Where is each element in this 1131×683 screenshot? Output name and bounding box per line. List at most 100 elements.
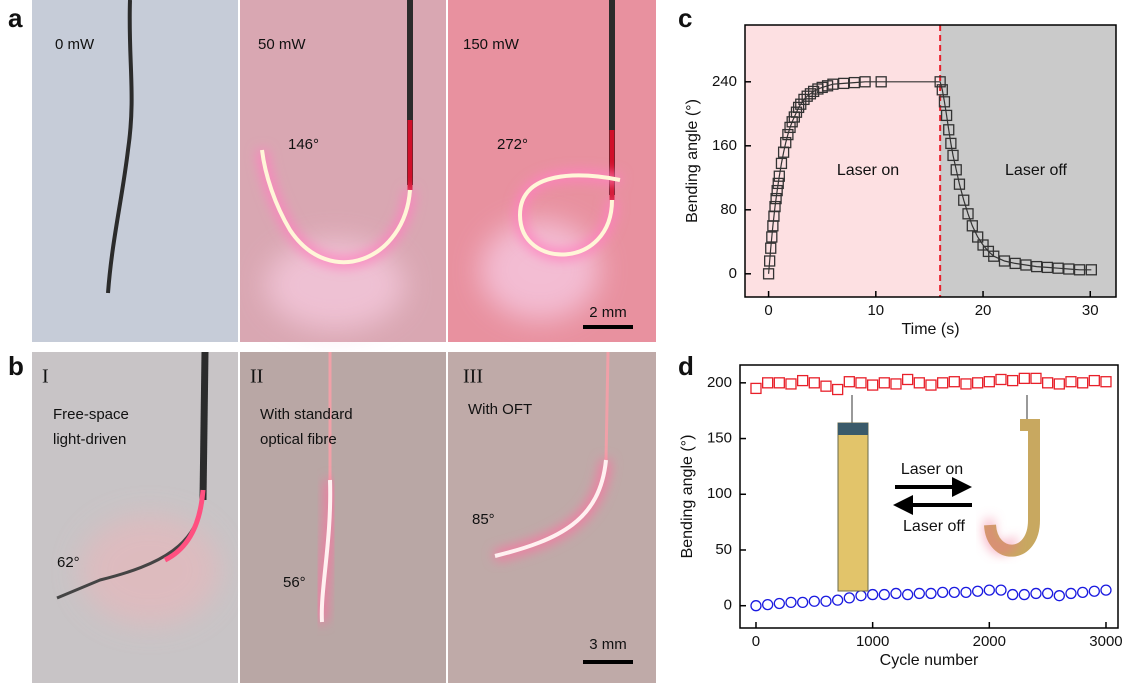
marker [797, 374, 809, 387]
plot-frame [739, 364, 1119, 629]
chart: Laser on Laser off 0 10 20 30 0 80 160 240 Time (s… [684, 24, 1117, 338]
marker [1009, 257, 1021, 270]
marker [837, 77, 850, 90]
marker [960, 378, 972, 390]
marker [780, 136, 792, 149]
marker [1018, 372, 1030, 385]
marker [972, 377, 984, 389]
angle-label: 85° [472, 511, 495, 528]
marker [966, 220, 978, 232]
marker [808, 377, 820, 389]
marker [750, 600, 762, 612]
x-tick-label: 30 [1082, 302, 1099, 319]
x-tick-label: 3000 [1089, 633, 1122, 650]
marker [958, 194, 970, 206]
x-tick-label: 0 [752, 633, 760, 650]
marker [1063, 263, 1075, 275]
bent-strip [984, 419, 1040, 557]
marker [855, 590, 867, 602]
glow [986, 519, 1018, 553]
power-label: 50 mW [258, 36, 306, 53]
caption: optical fibre [260, 431, 337, 448]
scale-label: 2 mm [589, 304, 627, 321]
fiber-lit [163, 489, 206, 563]
marker [998, 255, 1011, 267]
fiber [106, 0, 134, 294]
marker [1018, 588, 1030, 601]
marker [940, 109, 953, 122]
marker [1065, 587, 1077, 600]
marker [995, 373, 1007, 386]
marker [938, 96, 951, 108]
marker [890, 587, 902, 600]
marker [764, 255, 776, 267]
marker [1020, 259, 1032, 271]
marker [937, 377, 949, 389]
marker [1073, 264, 1086, 276]
angle-label: 146° [288, 136, 319, 153]
x-tick-label: 20 [975, 302, 992, 319]
marker [820, 380, 832, 392]
marker [785, 378, 797, 390]
x-tick-label: 10 [867, 302, 884, 319]
halo [80, 515, 220, 625]
annotation: Laser off [903, 518, 966, 535]
marker [925, 379, 937, 391]
marker [890, 378, 902, 390]
marker [1088, 585, 1100, 597]
marker [945, 137, 957, 150]
angle-label: 272° [497, 136, 528, 153]
marker [983, 376, 995, 388]
marker [762, 598, 774, 611]
marker [848, 76, 861, 89]
y-axis-title: Bending angle (°) [684, 99, 701, 223]
marker [785, 596, 797, 609]
caption: Free-space [53, 406, 129, 423]
marker [1052, 262, 1064, 274]
arrow-head [952, 477, 972, 497]
photo-a [32, 0, 656, 342]
marker [1042, 377, 1054, 389]
marker [1030, 587, 1042, 600]
marker [765, 242, 777, 254]
fiber-bent [494, 459, 608, 558]
marker [878, 377, 890, 389]
marker [1065, 376, 1077, 388]
marker [960, 586, 972, 598]
photo-bg [240, 352, 446, 683]
marker [988, 250, 1000, 262]
y-axis-title: Bending angle (°) [679, 435, 696, 559]
marker [943, 124, 955, 136]
panel-label: d [678, 351, 694, 381]
marker [772, 177, 784, 190]
chart: 0 1000 2000 3000 0 50 100 150 200 Cycle number Ben… [679, 364, 1123, 669]
power-label: 150 mW [463, 36, 520, 53]
marker [773, 597, 785, 610]
marker [769, 200, 781, 213]
y-tick-label: 50 [715, 541, 732, 558]
marker [843, 376, 855, 388]
marker [972, 585, 984, 597]
marker [947, 149, 959, 162]
marker [832, 594, 844, 606]
marker [797, 596, 809, 609]
marker [771, 184, 783, 197]
region [940, 25, 1116, 297]
panel-label: b [8, 351, 24, 381]
marker [808, 595, 820, 607]
marker [948, 376, 960, 388]
marker [913, 377, 925, 389]
marker [1007, 588, 1019, 601]
strip [837, 422, 869, 592]
marker [878, 588, 890, 601]
y-tick-label: 100 [707, 485, 732, 502]
marker [867, 588, 879, 601]
photo-bg [32, 0, 238, 342]
region-label: Laser on [837, 162, 899, 179]
marker [913, 587, 925, 600]
marker [1100, 584, 1112, 596]
annotation: Laser on [901, 461, 963, 478]
marker [859, 76, 871, 88]
region-label: Laser off [1005, 162, 1068, 179]
